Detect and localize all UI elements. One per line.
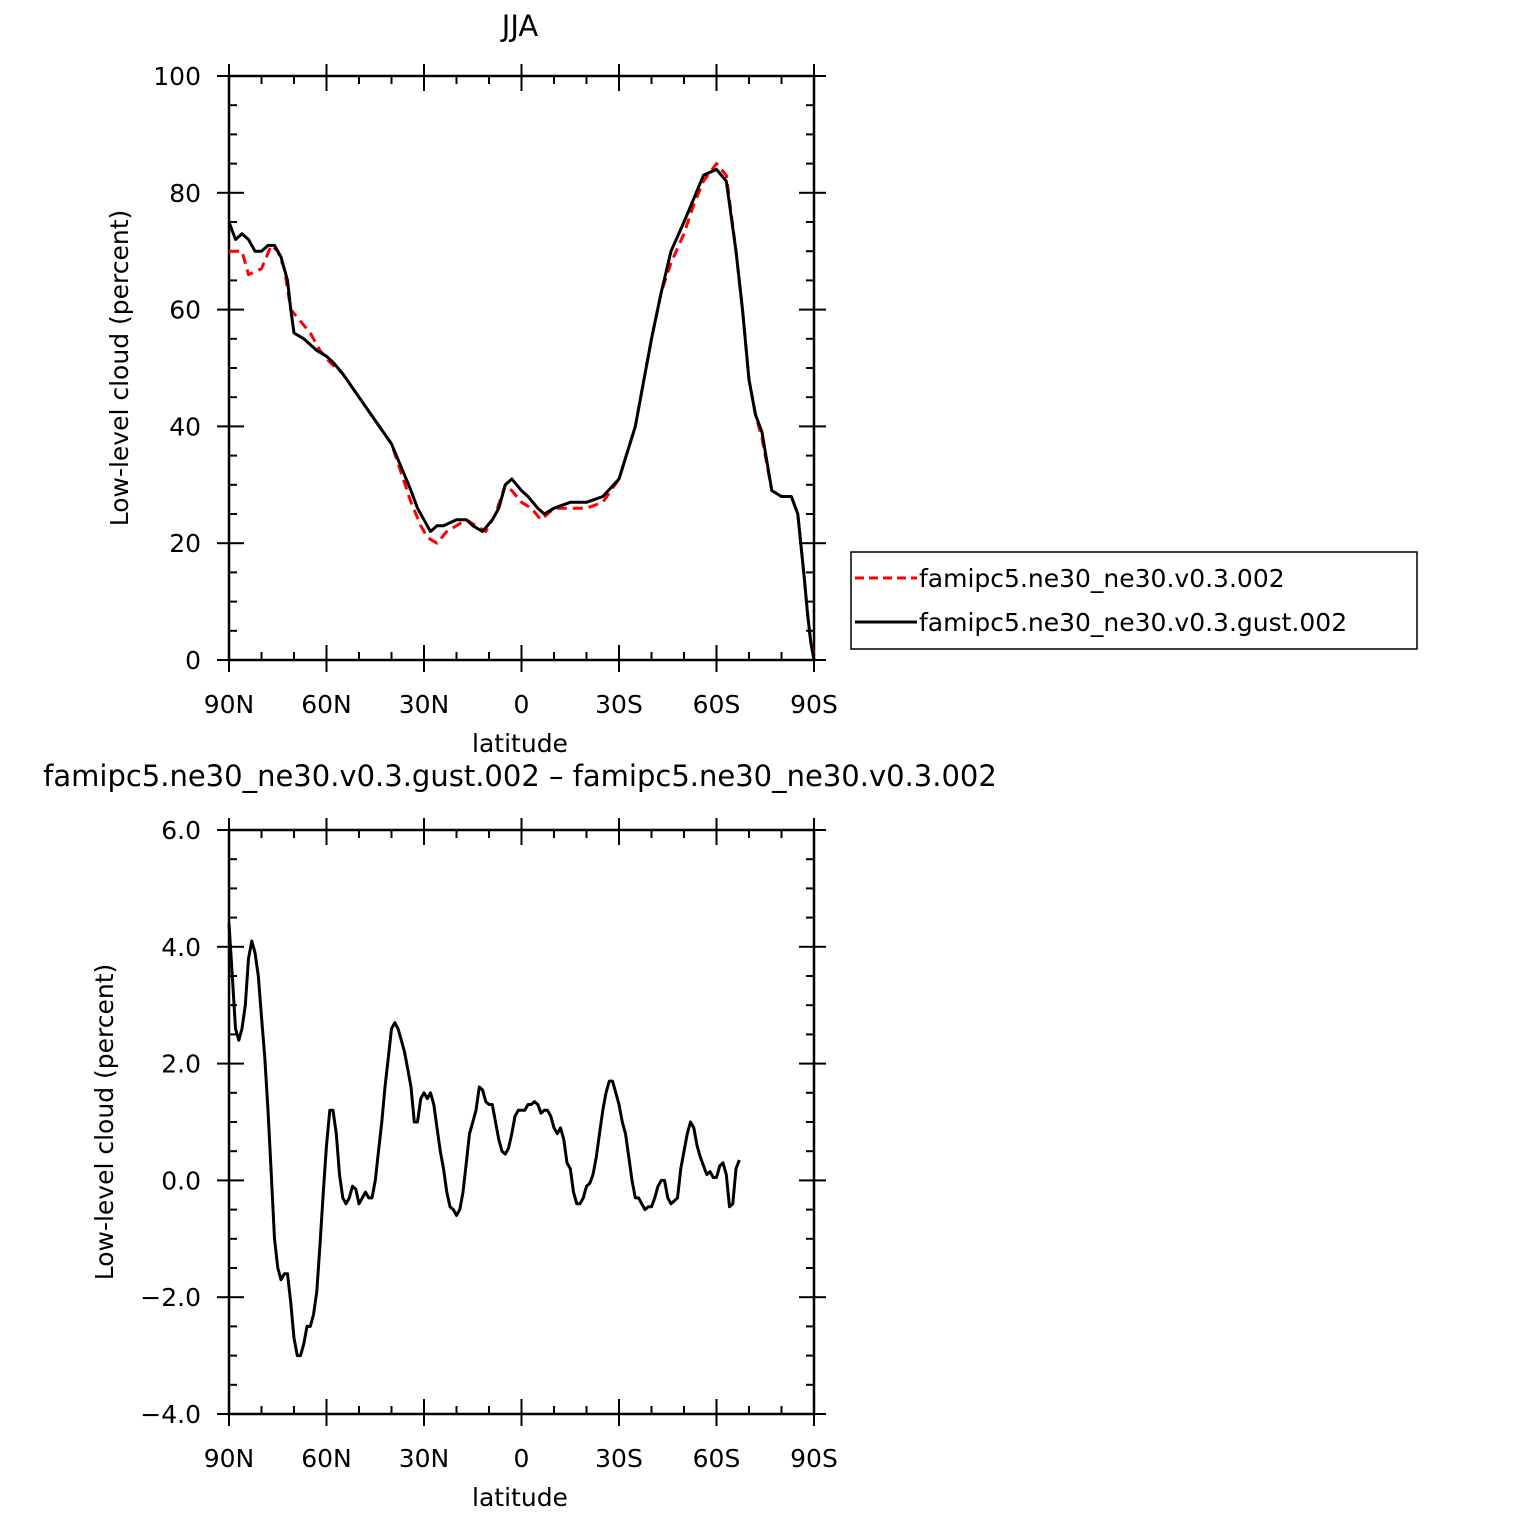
bottom-y-tick-label: −2.0	[140, 1283, 201, 1312]
top-series-line-1	[227, 167, 816, 661]
bottom-plot-frame	[227, 828, 816, 1416]
bottom-x-axis-title: latitude	[472, 1483, 568, 1512]
bottom-y-tick-label: 6.0	[161, 816, 201, 845]
bottom-x-tick-label: 30S	[595, 1444, 643, 1473]
bottom-x-tick-label: 90S	[790, 1444, 838, 1473]
legend: famipc5.ne30_ne30.v0.3.002 famipc5.ne30_…	[850, 551, 1418, 650]
top-x-tick-label: 0	[514, 690, 530, 719]
top-x-axis-title: latitude	[472, 729, 568, 758]
bottom-chart-title: famipc5.ne30_ne30.v0.3.gust.002 – famipc…	[43, 759, 997, 793]
top-x-tick-label: 30N	[399, 690, 450, 719]
top-y-tick-label: 60	[169, 296, 201, 325]
bottom-series-line-0	[227, 923, 741, 1358]
bottom-x-tick-label: 90N	[204, 1444, 255, 1473]
top-y-axis-title: Low-level cloud (percent)	[105, 210, 134, 527]
top-x-tick-label: 60N	[301, 690, 352, 719]
bottom-panel: famipc5.ne30_ne30.v0.3.gust.002 – famipc…	[43, 759, 997, 1512]
bottom-x-tick-label: 30N	[399, 1444, 450, 1473]
top-plot-area: 90N 60N 30N 0 30S 60S 90S 0 20 40 60 80 100	[153, 62, 838, 719]
bottom-x-tick-label: 0	[514, 1444, 530, 1473]
bottom-y-tick-label: 2.0	[161, 1050, 201, 1079]
top-chart-title: JJA	[500, 9, 539, 43]
legend-box	[850, 551, 1418, 650]
bottom-y-axis-title: Low-level cloud (percent)	[90, 964, 119, 1281]
bottom-y-tick-label: −4.0	[140, 1400, 201, 1429]
top-x-tick-label: 90S	[790, 690, 838, 719]
top-y-tick-label: 0	[185, 646, 201, 675]
bottom-y-tick-label: 0.0	[161, 1166, 201, 1195]
legend-label-control: famipc5.ne30_ne30.v0.3.002	[919, 564, 1285, 593]
top-panel: JJA Low-level cloud (percent) latitude 9…	[105, 9, 838, 758]
bottom-plot-area: 90N 60N 30N 0 30S 60S 90S −4.0 −2.0 0.0 2.0 4.0 6.0	[140, 816, 838, 1473]
top-y-tick-label: 40	[169, 412, 201, 441]
top-plot-frame	[227, 74, 816, 662]
top-x-tick-label: 60S	[693, 690, 741, 719]
top-series-line-0	[229, 162, 816, 655]
bottom-x-tick-label: 60S	[693, 1444, 741, 1473]
top-y-tick-label: 80	[169, 179, 201, 208]
top-y-tick-label: 20	[169, 529, 201, 558]
top-y-tick-label: 100	[153, 62, 201, 91]
legend-label-gust: famipc5.ne30_ne30.v0.3.gust.002	[919, 608, 1347, 637]
bottom-x-tick-label: 60N	[301, 1444, 352, 1473]
bottom-y-tick-label: 4.0	[161, 933, 201, 962]
top-x-tick-label: 30S	[595, 690, 643, 719]
top-x-tick-label: 90N	[204, 690, 255, 719]
